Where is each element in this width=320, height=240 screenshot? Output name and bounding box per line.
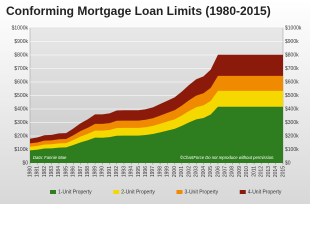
y-tick-label: $800k: [14, 52, 28, 58]
y2-tick-label: $400k: [285, 106, 299, 112]
legend-label: 4-Unit Property: [248, 190, 282, 196]
x-tick-label: 2013: [266, 166, 272, 177]
y2-tick-label: $300k: [285, 120, 299, 126]
x-tick-label: 2004: [201, 166, 207, 177]
y-tick-label: $300k: [14, 120, 28, 126]
legend-swatch: [176, 190, 183, 194]
y-tick-label: $400k: [14, 106, 28, 112]
x-tick-label: 1992: [114, 166, 120, 177]
y2-tick-label: $900k: [285, 39, 299, 45]
x-tick-label: 1989: [92, 166, 98, 177]
x-tick-label: 2007: [222, 166, 228, 177]
x-tick-label: 2000: [172, 166, 178, 177]
x-tick-label: 1995: [136, 166, 142, 177]
legend-swatch: [113, 190, 120, 194]
y2-tick-label: $800k: [285, 52, 299, 58]
x-tick-label: 2009: [237, 166, 243, 177]
y-tick-label: $900k: [14, 39, 28, 45]
y-tick-label: $500k: [14, 93, 28, 99]
x-tick-label: 2010: [244, 166, 250, 177]
x-tick-label: 1994: [129, 166, 135, 177]
x-tick-label: 1986: [71, 166, 77, 177]
x-tick-label: 1980: [27, 166, 33, 177]
x-tick-label: 2014: [273, 166, 279, 177]
y2-tick-label: $600k: [285, 79, 299, 85]
x-tick-label: 2008: [230, 166, 236, 177]
x-tick-label: 2012: [259, 166, 265, 177]
y-tick-label: $600k: [14, 79, 28, 85]
x-tick-label: 1993: [121, 166, 127, 177]
x-tick-label: 1996: [143, 166, 149, 177]
y2-tick-label: $0: [285, 160, 291, 166]
y-tick-label: $100k: [14, 147, 28, 153]
x-tick-label: 1983: [49, 166, 55, 177]
y-tick-label: $200k: [14, 133, 28, 139]
x-tick-label: 2015: [280, 166, 286, 177]
chart: Conforming Mortgage Loan Limits (1980-20…: [0, 0, 310, 204]
legend-swatch: [50, 190, 56, 194]
y2-tick-label: $200k: [285, 133, 299, 139]
legend-label: 3-Unit Property: [185, 190, 219, 196]
area: [30, 106, 283, 163]
x-tick-label: 1990: [100, 166, 106, 177]
x-tick-label: 1987: [78, 166, 84, 177]
x-tick-label: 1999: [165, 166, 171, 177]
x-tick-label: 1984: [56, 166, 62, 177]
legend-swatch: [239, 190, 246, 194]
x-tick-label: 1997: [150, 166, 156, 177]
y-tick-label: $1000k: [12, 25, 29, 31]
x-tick-label: 2001: [179, 166, 185, 177]
x-tick-label: 1981: [35, 166, 41, 177]
y2-tick-label: $100k: [285, 147, 299, 153]
x-tick-label: 2011: [251, 166, 257, 177]
chart-title: Conforming Mortgage Loan Limits (1980-20…: [6, 4, 271, 18]
x-tick-label: 1991: [107, 166, 113, 177]
y-tick-label: $700k: [14, 66, 28, 72]
page: Conforming Mortgage Loan Limits (1980-20…: [0, 0, 310, 204]
x-tick-label: 1988: [85, 166, 91, 177]
y-tick-label: $0: [22, 160, 28, 166]
x-tick-label: 2003: [194, 166, 200, 177]
x-tick-label: 1982: [42, 166, 48, 177]
y2-tick-label: $700k: [285, 66, 299, 72]
x-tick-label: 1998: [157, 166, 163, 177]
copyright-note: ©ChartForce Do not reproduce without per…: [180, 155, 275, 160]
source-note: Data: Fannie Mae: [33, 155, 67, 160]
x-tick-label: 2006: [215, 166, 221, 177]
x-tick-label: 1985: [63, 166, 69, 177]
legend-label: 1-Unit Property: [58, 190, 92, 196]
y2-tick-label: $500k: [285, 93, 299, 99]
x-tick-label: 2005: [208, 166, 214, 177]
legend-label: 2-Unit Property: [121, 190, 155, 196]
x-tick-label: 2002: [186, 166, 192, 177]
y2-tick-label: $1000k: [285, 25, 302, 31]
